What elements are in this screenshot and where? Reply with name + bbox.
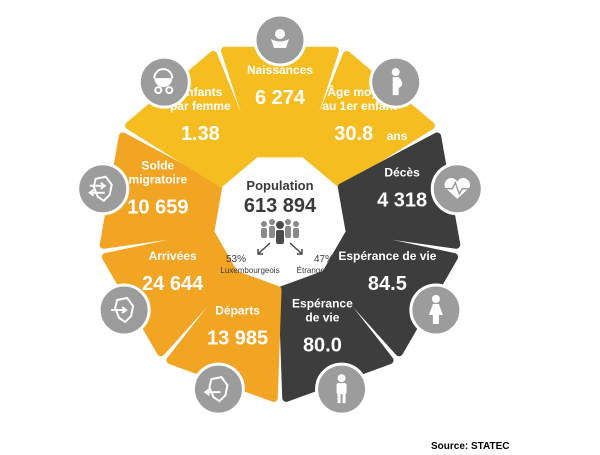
center-panel: Population 613 894 53% Luxembourgeois 47… [220, 178, 334, 275]
heartbeat-icon [430, 162, 484, 216]
segment-label-solde-migratoire-0: Solde [142, 158, 175, 172]
country-arrow-out-icon [191, 362, 245, 416]
segment-value-solde-migratoire: 10 659 [127, 196, 188, 218]
segment-label-solde-migratoire-1: migratoire [129, 172, 188, 186]
pregnant-woman-icon [369, 55, 423, 109]
etrangers-label: Étrangers [297, 266, 332, 275]
crowd-icon [261, 219, 299, 244]
segment-label-esperance-hommes-0: Espérance [292, 297, 353, 311]
woman-icon [409, 283, 463, 337]
segment-value-esperance-femmes: 84.5 [368, 273, 407, 295]
segment-value-age-moyen: 30.8 [334, 123, 373, 145]
segment-label-esperance-hommes-1: de vie [305, 311, 339, 325]
segment-label-deces-0: Décès [384, 165, 420, 179]
segment-label-arrivees-0: Arrivées [149, 249, 197, 263]
etrangers-pct: 47% [314, 254, 334, 265]
segment-value-departs: 13 985 [207, 328, 268, 350]
baby-icon [253, 13, 307, 67]
segment-label-age-moyen-1: au 1er enfant [322, 99, 397, 113]
segment-label-naissances-0: Naissances [247, 63, 313, 77]
segment-value-enfants-par-femme: 1.38 [181, 123, 220, 145]
segment-label-enfants-par-femme-1: par femme [170, 99, 231, 113]
segment-naissances: Naissances 6 274 [221, 46, 339, 158]
segment-unit-age-moyen: ans [387, 129, 408, 143]
segment-value-esperance-hommes: 80.0 [303, 335, 342, 357]
source-note: Source: STATEC [431, 441, 510, 452]
segment-value-naissances: 6 274 [255, 87, 306, 109]
split-arrows-icon [257, 242, 303, 255]
luxembourgeois-pct: 53% [226, 254, 246, 265]
population-value: 613 894 [244, 195, 317, 217]
man-icon [315, 362, 369, 416]
icons-layer [76, 13, 484, 416]
segment-value-arrivees: 24 644 [142, 273, 204, 295]
segment-value-deces: 4 318 [377, 189, 427, 211]
segment-label-esperance-femmes-0: Espérance de vie [338, 249, 436, 263]
country-two-arrows-icon [76, 162, 130, 216]
segment-label-departs-0: Départs [215, 304, 260, 318]
baby-carriage-icon [137, 55, 191, 109]
country-arrow-in-icon [97, 283, 151, 337]
center-title: Population [246, 178, 313, 193]
luxembourgeois-label: Luxembourgeois [220, 266, 279, 275]
